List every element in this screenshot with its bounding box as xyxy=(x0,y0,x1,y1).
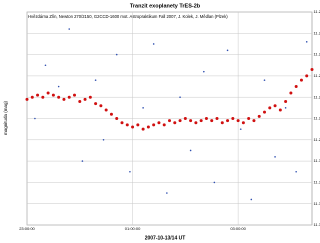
y-tick-label: 11.31 xyxy=(314,179,320,184)
data-point xyxy=(294,85,298,89)
y-tick-label: 11.29 xyxy=(314,137,320,142)
data-point xyxy=(41,95,45,99)
data-point xyxy=(73,93,76,97)
y-tick-label: 11.28 xyxy=(314,116,320,121)
data-point xyxy=(44,64,47,67)
data-point xyxy=(183,117,187,120)
data-point xyxy=(273,104,277,108)
data-point xyxy=(62,97,66,101)
data-point xyxy=(125,123,129,127)
data-point xyxy=(295,170,297,173)
data-point xyxy=(157,121,161,125)
data-point xyxy=(51,93,55,97)
data-point xyxy=(115,117,119,120)
x-tick-label: 01:00:00 xyxy=(125,226,141,231)
data-point xyxy=(236,119,240,123)
data-point xyxy=(57,95,61,99)
y-tick-label: 11.24 xyxy=(314,30,320,35)
data-point xyxy=(210,119,214,123)
data-point xyxy=(289,91,293,95)
data-point xyxy=(220,121,224,125)
data-point xyxy=(310,68,314,72)
data-point xyxy=(284,99,288,103)
data-point xyxy=(257,114,261,118)
data-point xyxy=(189,149,192,152)
x-tick-label: 03:00:00 xyxy=(230,226,246,231)
y-tick-label: 11.32 xyxy=(314,201,320,206)
data-point xyxy=(94,79,97,81)
chart-subtitle: Hvězdárna Zlín, Newton 270/2150, G2CCD-1… xyxy=(28,14,228,19)
data-point xyxy=(99,104,103,108)
data-point xyxy=(120,121,124,125)
data-point xyxy=(104,108,108,112)
data-point xyxy=(115,53,118,56)
data-point xyxy=(263,110,266,114)
data-point xyxy=(129,170,131,173)
data-point xyxy=(250,198,253,201)
data-point xyxy=(94,102,98,106)
data-point xyxy=(102,139,105,141)
data-point xyxy=(136,123,140,127)
data-point xyxy=(274,156,276,158)
data-point xyxy=(284,107,287,109)
data-point xyxy=(178,119,182,123)
x-tick-label: 23:00:00 xyxy=(19,226,35,231)
data-point xyxy=(299,78,303,82)
data-point xyxy=(131,125,135,129)
data-point xyxy=(81,160,84,162)
data-point xyxy=(36,93,40,97)
data-point xyxy=(166,192,168,194)
data-point xyxy=(194,121,198,125)
data-point xyxy=(215,117,219,120)
y-tick-label: 11.27 xyxy=(314,94,320,99)
data-point xyxy=(179,96,181,98)
data-point xyxy=(109,112,113,116)
data-point xyxy=(67,95,71,99)
data-point xyxy=(162,123,166,127)
data-point xyxy=(46,91,50,95)
data-point xyxy=(152,43,155,45)
y-tick-label: 11.3 xyxy=(314,158,320,163)
data-point xyxy=(68,28,71,30)
data-point xyxy=(305,41,308,43)
data-point xyxy=(88,95,92,99)
y-tick-label: 11.33 xyxy=(314,222,320,227)
data-point xyxy=(247,117,251,120)
chart-title: Tranzit exoplanety TrES-2b xyxy=(130,3,201,9)
data-point xyxy=(252,119,256,123)
data-point xyxy=(204,117,208,120)
data-point xyxy=(268,106,272,110)
data-point xyxy=(57,85,60,88)
data-point xyxy=(83,97,87,101)
data-point xyxy=(241,121,245,125)
y-tick-label: 11.23 xyxy=(314,9,320,14)
data-point xyxy=(168,119,171,123)
data-point xyxy=(213,181,216,184)
data-point xyxy=(189,119,193,123)
data-point xyxy=(239,128,242,130)
data-point xyxy=(231,117,235,120)
data-point xyxy=(152,123,156,127)
data-point xyxy=(278,108,282,112)
x-axis-label: 2007-10-13/14 UT xyxy=(145,235,186,241)
data-point xyxy=(226,49,229,52)
data-point xyxy=(34,117,36,120)
data-point xyxy=(25,97,29,101)
data-point xyxy=(78,99,82,103)
data-point xyxy=(263,79,266,81)
data-point xyxy=(30,95,34,99)
data-point xyxy=(142,107,144,109)
data-point xyxy=(203,70,205,73)
y-axis-label: magnituda (mag) xyxy=(3,100,8,135)
data-point xyxy=(146,125,150,129)
data-point xyxy=(141,127,145,131)
data-point xyxy=(199,119,203,123)
data-point xyxy=(173,121,177,125)
y-tick-label: 11.25 xyxy=(314,52,320,57)
data-point xyxy=(226,119,230,123)
data-point xyxy=(305,74,309,78)
y-tick-label: 11.26 xyxy=(314,73,320,78)
